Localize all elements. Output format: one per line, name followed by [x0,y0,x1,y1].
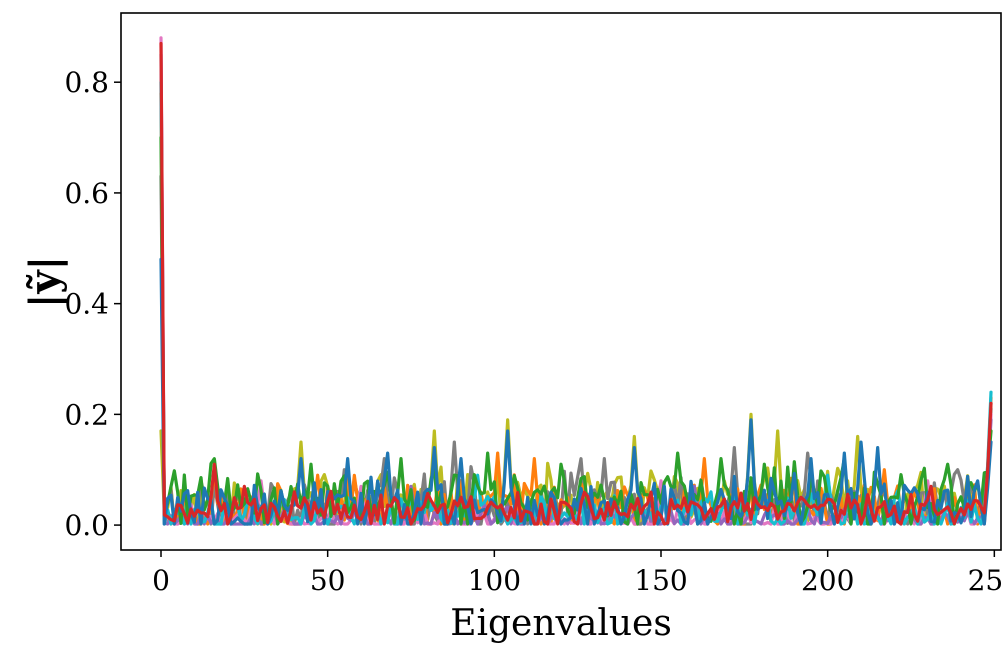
x-tick-label: 150 [634,564,687,597]
x-tick-label: 100 [468,564,521,597]
series-line-4 [159,36,993,526]
x-tick-label: 250 [968,564,1005,597]
plot-frame [120,12,1002,551]
y-axis-label: |ỹ| [21,256,68,308]
y-tick-label: 0.8 [64,66,109,99]
series-line-9 [159,41,993,526]
series-line-6 [159,80,993,526]
y-axis: 0.0 0.2 0.4 0.6 0.8 [64,66,121,542]
x-axis: 0 50 100 150 200 250 [152,550,1005,597]
series-line-3 [159,91,993,526]
series-layer [159,36,993,526]
series-line-5 [159,52,993,526]
x-tick-label: 50 [310,564,346,597]
y-tick-label: 0.0 [64,509,109,542]
series-line-7 [159,135,993,526]
x-tick-label: 0 [152,564,170,597]
x-tick-label: 200 [801,564,854,597]
y-tick-label: 0.4 [64,288,109,321]
y-tick-label: 0.2 [64,398,109,431]
x-axis-label: Eigenvalues [450,603,672,644]
y-tick-label: 0.6 [64,177,109,210]
series-line-2 [159,174,993,526]
